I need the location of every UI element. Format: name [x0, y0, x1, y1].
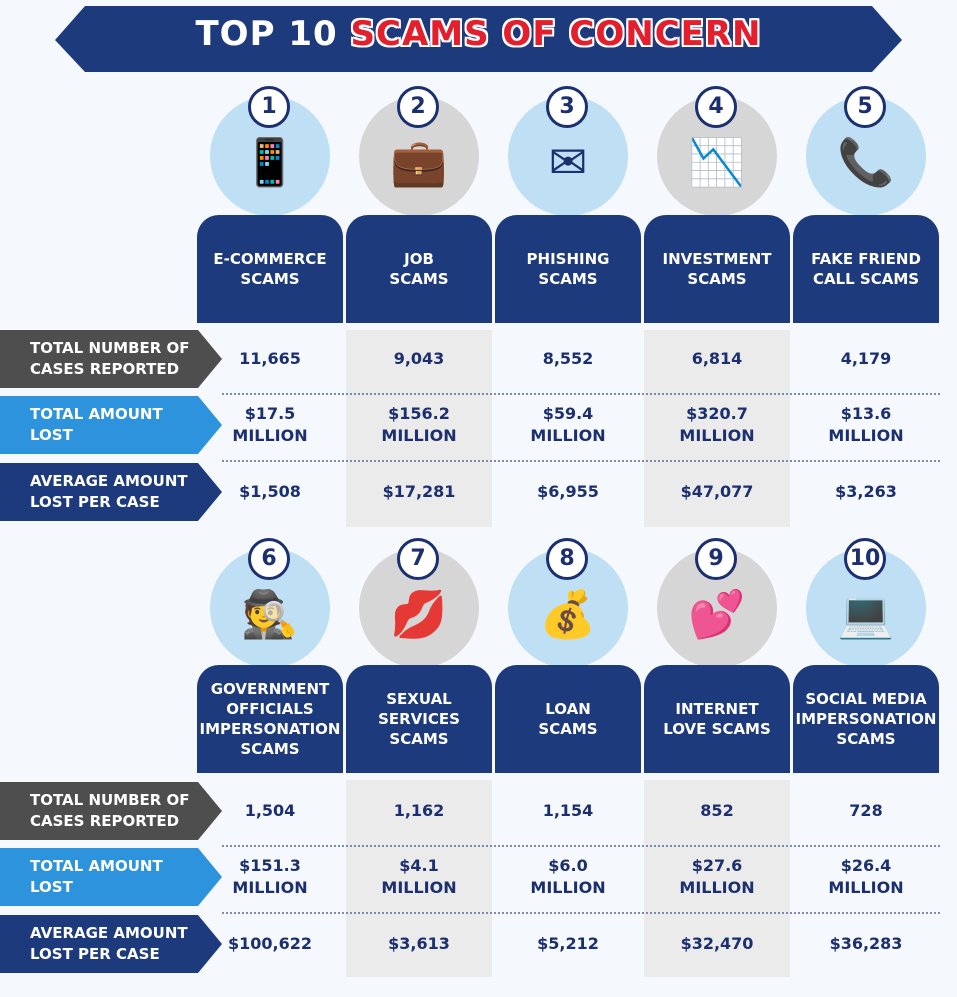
title-part-1: TOP 10: [195, 14, 351, 54]
scam-cases-value: 9,043: [393, 349, 445, 368]
scam-average-value: $32,470: [680, 934, 754, 953]
impersonator-laptop-icon: 💻: [837, 587, 895, 641]
rank-badge: 4: [695, 86, 737, 128]
scam-cases-value: 6,814: [691, 349, 743, 368]
average-row-header: AVERAGE AMOUNT LOST PER CASE: [0, 463, 222, 521]
scam-amount-value: $13.6 MILLION: [828, 404, 904, 445]
row-divider: [222, 912, 940, 914]
love-phone-icon: 💕: [688, 587, 746, 641]
scam-amount-value: $26.4 MILLION: [828, 856, 904, 897]
scam-amount-value: $4.1 MILLION: [381, 856, 457, 897]
scam-cases-value: 1,504: [244, 801, 296, 820]
scam-category-label: LOAN SCAMS: [495, 665, 641, 773]
rank-badge: 6: [248, 538, 290, 580]
row-divider: [222, 460, 940, 462]
scam-amount-value: $156.2 MILLION: [381, 404, 457, 445]
row-divider: [222, 845, 940, 847]
title-banner: [55, 6, 902, 72]
scam-average-value: $36,283: [829, 934, 903, 953]
scam-amount-value: $6.0 MILLION: [530, 856, 606, 897]
rank-badge: 5: [844, 86, 886, 128]
dating-phone-icon: 💋: [390, 587, 448, 641]
scam-category-label: E-COMMERCE SCAMS: [197, 215, 343, 323]
scam-cases-value: 1,154: [542, 801, 594, 820]
scam-average-value: $1,508: [239, 482, 301, 501]
scam-category-label: PHISHING SCAMS: [495, 215, 641, 323]
scam-cases-value: 728: [849, 801, 883, 820]
title-part-2: SCAMS OF CONCERN: [350, 14, 762, 54]
scam-category-label: SOCIAL MEDIA IMPERSONATION SCAMS: [793, 665, 939, 773]
rank-badge: 7: [397, 538, 439, 580]
scam-amount-value: $59.4 MILLION: [530, 404, 606, 445]
amount-row-header: TOTAL AMOUNT LOST: [0, 396, 222, 454]
scam-category-label: SEXUAL SERVICES SCAMS: [346, 665, 492, 773]
phishing-envelope-icon: ✉: [548, 135, 588, 189]
masked-official-icon: 🕵: [241, 587, 299, 641]
scam-average-value: $5,212: [537, 934, 599, 953]
scam-amount-value: $320.7 MILLION: [679, 404, 755, 445]
briefcase-icon: 💼: [390, 135, 448, 189]
shopping-phone-icon: 📱: [241, 135, 299, 189]
page-title: TOP 10 SCAMS OF CONCERN: [0, 14, 957, 54]
cases-row-header: TOTAL NUMBER OF CASES REPORTED: [0, 330, 222, 388]
rank-badge: 2: [397, 86, 439, 128]
scam-average-value: $6,955: [537, 482, 599, 501]
average-row-header: AVERAGE AMOUNT LOST PER CASE: [0, 915, 222, 973]
scam-average-value: $17,281: [382, 482, 456, 501]
scam-cases-value: 8,552: [542, 349, 594, 368]
phone-call-icon: 📞: [837, 135, 895, 189]
row-divider: [222, 393, 940, 395]
cases-row-header: TOTAL NUMBER OF CASES REPORTED: [0, 782, 222, 840]
scam-average-value: $3,613: [388, 934, 450, 953]
scam-average-value: $3,263: [835, 482, 897, 501]
scam-category-label: JOB SCAMS: [346, 215, 492, 323]
scam-cases-value: 852: [700, 801, 734, 820]
falling-chart-icon: 📉: [688, 135, 746, 189]
scam-cases-value: 1,162: [393, 801, 445, 820]
rank-badge: 8: [546, 538, 588, 580]
scam-amount-value: $27.6 MILLION: [679, 856, 755, 897]
scam-category-label: INVESTMENT SCAMS: [644, 215, 790, 323]
scam-cases-value: 11,665: [239, 349, 301, 368]
scam-cases-value: 4,179: [840, 349, 892, 368]
scam-category-label: FAKE FRIEND CALL SCAMS: [793, 215, 939, 323]
scam-amount-value: $151.3 MILLION: [232, 856, 308, 897]
scam-average-value: $100,622: [227, 934, 312, 953]
rank-badge: 3: [546, 86, 588, 128]
column-band-4-top: [644, 330, 790, 527]
amount-row-header: TOTAL AMOUNT LOST: [0, 848, 222, 906]
money-bag-icon: 💰: [539, 587, 597, 641]
scam-category-label: INTERNET LOVE SCAMS: [644, 665, 790, 773]
scam-amount-value: $17.5 MILLION: [232, 404, 308, 445]
scam-average-value: $47,077: [680, 482, 754, 501]
column-band-2-bottom: [346, 780, 492, 977]
rank-badge: 1: [248, 86, 290, 128]
rank-badge: 9: [695, 538, 737, 580]
rank-badge: 10: [844, 538, 886, 580]
column-band-4-bottom: [644, 780, 790, 977]
scam-category-label: GOVERNMENT OFFICIALS IMPERSONATION SCAMS: [197, 665, 343, 773]
column-band-2-top: [346, 330, 492, 527]
